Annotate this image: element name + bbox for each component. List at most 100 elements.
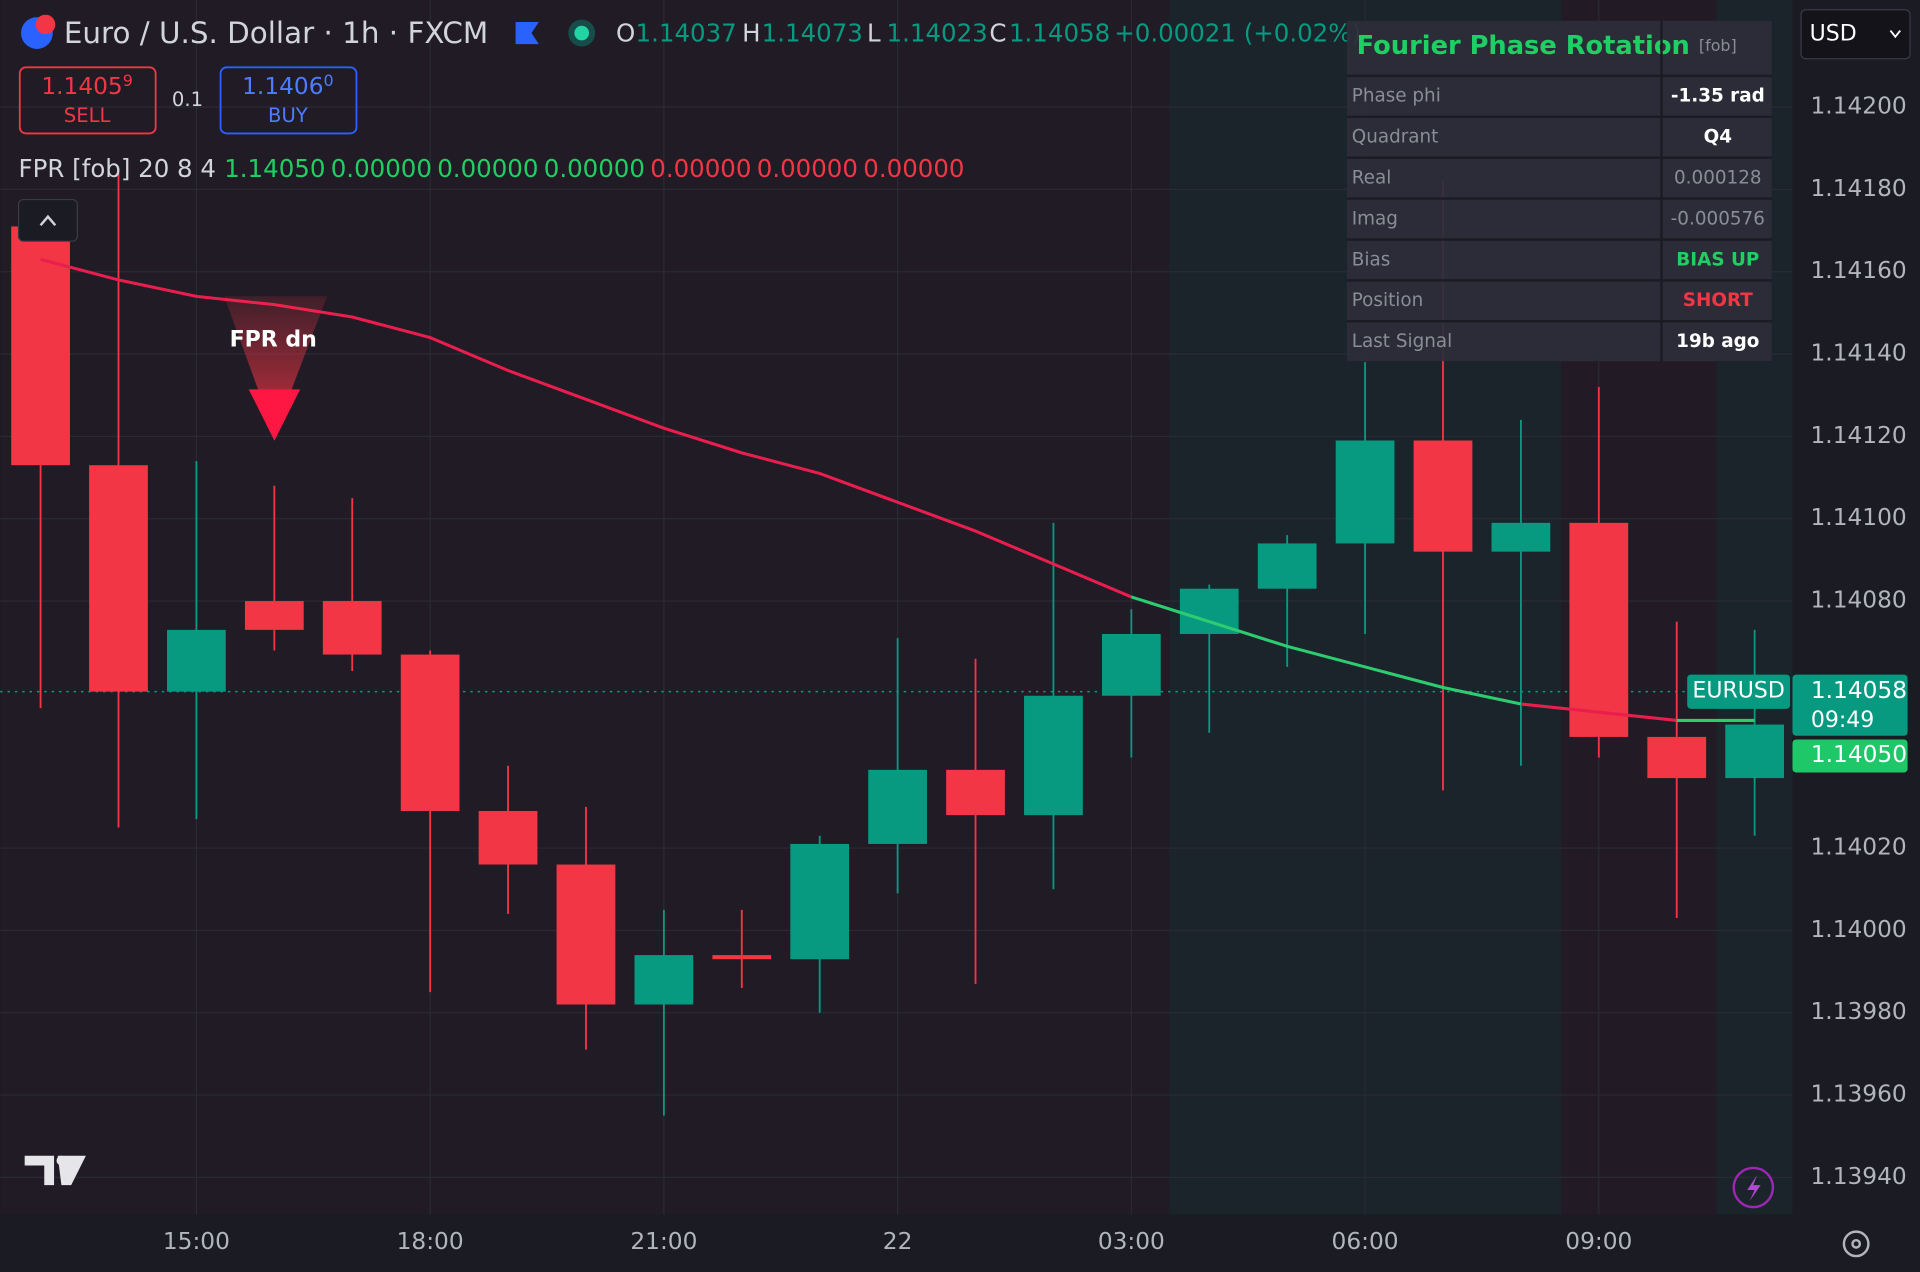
candle-body — [89, 465, 148, 692]
candle-body — [167, 629, 226, 692]
indicator-value: 1.14050 — [224, 154, 325, 183]
indicator-value: 0.00000 — [544, 154, 645, 183]
table-key: Quadrant — [1352, 127, 1439, 148]
plot: 1.14200 1.14180 1.14160 1.14140 1.14120 1.141… — [0, 0, 1907, 1255]
signal-shade — [224, 296, 328, 435]
x-tick-label: 03:00 — [1098, 1228, 1165, 1255]
lightning-button[interactable] — [1732, 1166, 1775, 1209]
x-tick-label: 06:00 — [1332, 1228, 1399, 1255]
signal-label: FPR dn — [230, 327, 317, 352]
ohlc-key: C — [989, 18, 1006, 47]
table-key: Last Signal — [1352, 331, 1452, 352]
y-tick-label: 1.14140 — [1811, 340, 1907, 367]
ma-line — [40, 257, 1132, 599]
x-tick-label: 21:00 — [630, 1228, 697, 1255]
y-tick-label: 1.13960 — [1811, 1081, 1907, 1108]
table-bg — [1346, 20, 1772, 362]
candle-body — [322, 601, 382, 655]
candle-body — [1257, 543, 1317, 589]
x-tick-label: 09:00 — [1565, 1228, 1632, 1255]
candle-body — [1024, 695, 1083, 816]
candle-body — [946, 769, 1005, 816]
symbol-label: EURUSD — [1692, 679, 1784, 704]
y-tick-label: 1.14080 — [1811, 587, 1907, 614]
settings-button[interactable] — [1842, 1230, 1870, 1258]
flag — [515, 22, 539, 45]
y-tick-label: 1.13980 — [1811, 998, 1907, 1025]
change: +0.00021 (+0.02%) — [1114, 18, 1361, 47]
indicator-value: 0.00000 — [863, 154, 964, 183]
table-key: Phase phi — [1352, 86, 1441, 107]
table-key: Imag — [1352, 208, 1398, 229]
status-dot — [574, 25, 590, 41]
candle-body — [478, 811, 538, 865]
x-tick-label: 18:00 — [397, 1228, 464, 1255]
candle-body — [790, 843, 850, 960]
candle-body — [1101, 633, 1161, 696]
collapse-button[interactable] — [17, 198, 78, 242]
indicator-value: 0.00000 — [331, 154, 432, 183]
spread: 0.1 — [172, 88, 203, 111]
ohlc-key: O — [616, 18, 635, 47]
y-tick-label: 1.14200 — [1811, 93, 1907, 120]
indicator-value: 0.00000 — [437, 154, 538, 183]
flag-icon — [35, 14, 56, 35]
lightning-icon — [1747, 1175, 1761, 1201]
price-part: 1.1405 — [41, 72, 122, 99]
price-part: 0 — [324, 70, 334, 89]
currency: USD — [1810, 21, 1857, 46]
table-value: -1.35 rad — [1671, 86, 1765, 107]
indicator-price-label: 1.14050 — [1811, 741, 1907, 768]
ohlc-value: 1.14023 — [887, 18, 988, 47]
ohlc-key: H — [742, 18, 760, 47]
x-tick-label: 22 — [883, 1228, 913, 1255]
table-value: -0.000576 — [1671, 208, 1765, 229]
sell-button[interactable] — [18, 66, 157, 135]
logo — [24, 1155, 86, 1186]
candle-body — [400, 654, 460, 812]
y-tick-label: 1.14020 — [1811, 834, 1907, 861]
candle-body — [244, 601, 304, 630]
collapse-icon — [39, 214, 57, 227]
ma-line — [1130, 595, 1522, 706]
table-value: Q4 — [1704, 127, 1732, 148]
buy-button[interactable] — [219, 66, 358, 135]
y-tick-label: 1.14120 — [1811, 422, 1907, 449]
candle-body — [1491, 522, 1551, 552]
table-value: 19b ago — [1676, 331, 1759, 352]
price-part: 9 — [123, 70, 133, 89]
y-tick-label: 1.14000 — [1811, 916, 1907, 943]
sell-price: 1.14059 — [41, 70, 132, 99]
candle-body — [712, 955, 772, 960]
settings-dot — [1851, 1238, 1862, 1249]
indicator-tag — [1792, 739, 1908, 773]
symbol-tag — [1687, 674, 1791, 709]
ma-line — [1520, 702, 1677, 722]
table-key: Bias — [1352, 249, 1391, 270]
y-tick-label: 1.13940 — [1811, 1163, 1907, 1190]
candle-body — [1335, 440, 1395, 544]
price-tag — [1792, 674, 1908, 736]
logo-dot — [56, 1155, 67, 1166]
indicator-label: FPR [fob] 20 8 4 — [19, 154, 216, 183]
signal-arrow — [248, 389, 301, 441]
table-value: 0.000128 — [1674, 167, 1762, 188]
candle-body — [1725, 724, 1785, 779]
table-value: BIAS UP — [1676, 249, 1759, 270]
dropdown-icon — [1889, 30, 1901, 39]
ohlc-value: 1.14073 — [762, 18, 863, 47]
price-part: 1.1406 — [242, 72, 323, 99]
price-label: 1.14058 — [1811, 677, 1907, 704]
candle-body — [1647, 736, 1707, 779]
symbol-title: Euro / U.S. Dollar · 1h · FXCM — [64, 16, 488, 50]
currency-select[interactable] — [1800, 9, 1911, 60]
candle-body — [634, 955, 694, 1005]
candle-body — [1413, 440, 1473, 552]
countdown: 09:49 — [1811, 708, 1874, 733]
candle-body — [1569, 522, 1629, 737]
buy-price: 1.14060 — [242, 70, 333, 99]
ohlc-value: 1.14037 — [636, 18, 737, 47]
